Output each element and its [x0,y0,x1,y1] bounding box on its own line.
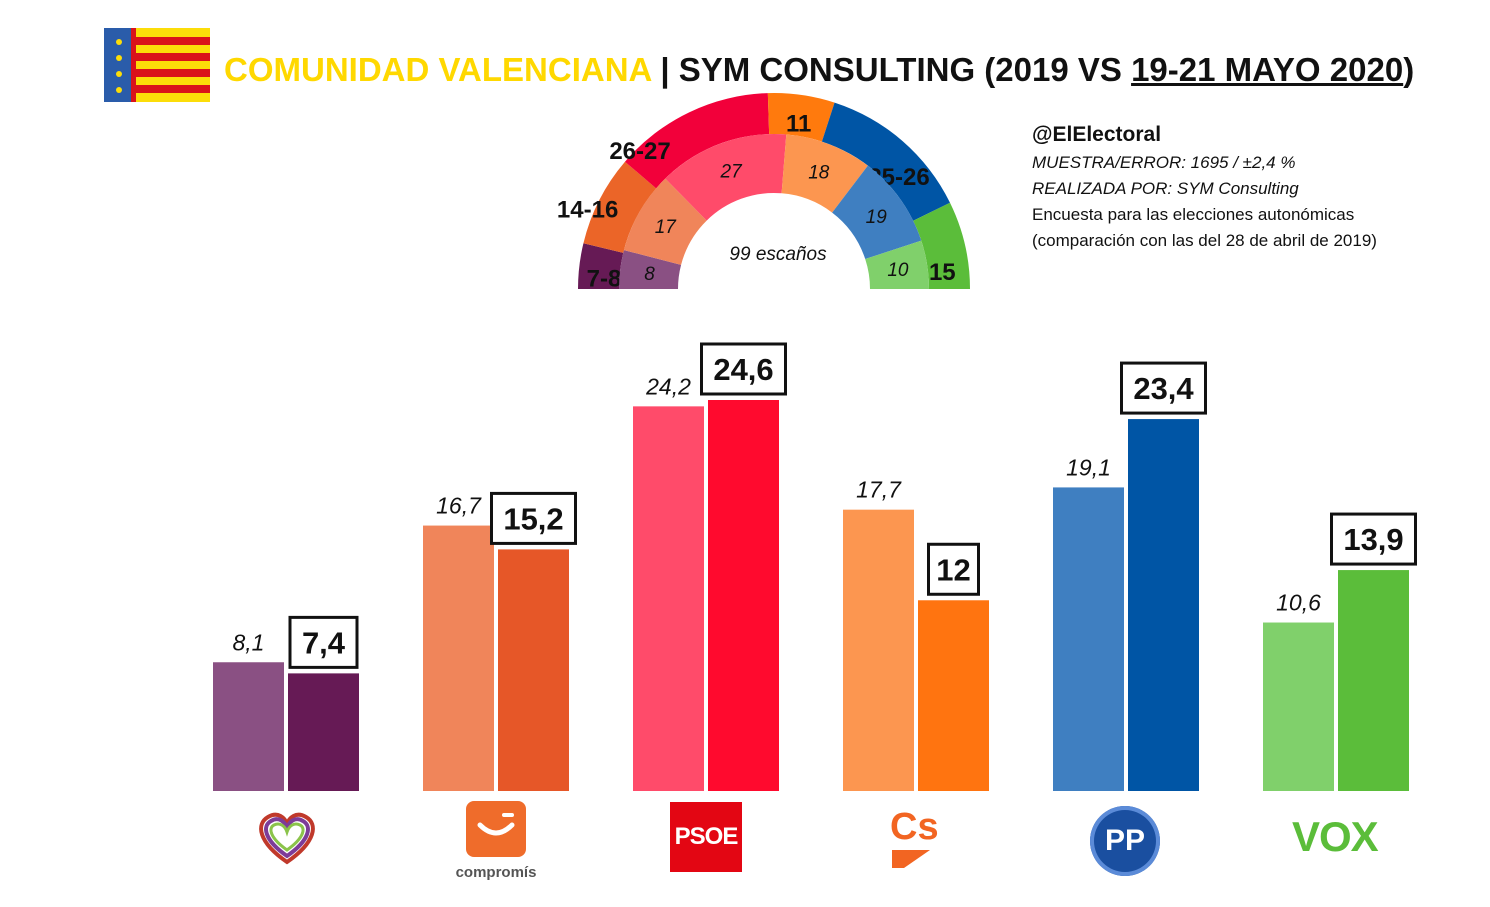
survey-info: @ElElectoral MUESTRA/ERROR: 1695 / ±2,4 … [1032,120,1377,254]
compromis-smile-icon [466,801,526,857]
bar-label-2020-cs: 12 [936,552,970,587]
psoe-logo: PSOE [670,802,742,872]
title-date: 19-21 MAYO 2020 [1131,51,1404,88]
bar-label-2020-vox: 13,9 [1343,522,1403,557]
title-region: COMUNIDAD VALENCIANA [224,51,652,88]
hemicycle-2020-label-cs: 11 [786,111,811,138]
hemicycle-2019-slice-podemos [619,250,682,289]
hemicycle-2020-label-compromís: 14-16 [557,197,618,224]
hemicycle-2020-slice-cs [767,93,835,142]
hemicycle-2019-slice-pp [832,165,922,260]
title-separator: | [651,51,679,88]
bar-2020-vox [1338,570,1409,791]
bar-label-2020-psoe: 24,6 [713,352,773,387]
bar-2020-psoe [708,400,779,791]
twitter-handle: @ElElectoral [1032,123,1162,146]
bar-2019-cs [843,509,914,791]
hemicycle-2020-label-podemos: 7-8 [587,265,622,292]
bar-2019-pp [1053,487,1124,791]
title-close: ) [1403,51,1415,88]
bar-label-2020-podemos: 7,4 [302,625,346,660]
bar-label-box-2020-cs [927,542,980,596]
bar-2019-psoe [633,406,704,791]
hemicycle-2019-label-cs: 18 [808,162,830,183]
hemicycle-2020-slice-pp [821,102,951,221]
vox-logo: VOX [1292,813,1379,860]
hemicycle-2019-slice-compromís [623,178,707,265]
page-title: COMUNIDAD VALENCIANA | SYM CONSULTING (2… [224,50,1414,90]
survey-comparison: (comparación con las del 28 de abril de … [1032,231,1377,250]
hemicycle-2019-label-compromís: 17 [655,217,678,238]
hemicycle-2020-slice-compromís [583,161,657,253]
bar-label-box-2020-psoe [700,342,787,396]
hemicycle-2020-slice-psoe [624,93,770,189]
bar-label-box-2020-comproms [490,491,577,545]
compromis-logo: compromís [446,801,546,881]
bar-2020-podemos [288,673,359,791]
bar-label-2019-podemos: 8,1 [233,629,265,655]
survey-description: Encuesta para las elecciones autonómicas [1032,205,1355,224]
hemicycle-2020-slice-vox [913,202,970,289]
hemicycle-2019-label-psoe: 27 [720,162,744,183]
compromis-label: compromís [455,864,537,881]
cs-label: Cs [890,806,939,848]
bar-2020-comproms [498,549,569,791]
bar-label-2020-pp: 23,4 [1133,371,1194,406]
bar-2019-vox [1263,622,1334,791]
hemicycle-2020-slice-podemos [578,243,624,289]
hemicycle-2019-slice-psoe [665,133,787,221]
flag-icon [104,28,210,102]
pp-logo: PP [1090,806,1160,876]
bar-label-box-2020-podemos [288,615,359,669]
hemicycle-2019-label-vox: 10 [887,260,909,281]
bar-label-2019-cs: 17,7 [856,477,902,503]
bar-2019-comproms [423,525,494,791]
bar-label-2019-vox: 10,6 [1276,590,1321,616]
hemicycle-center-label: 99 escaños [729,244,827,265]
bar-label-2019-comproms: 16,7 [436,493,482,519]
podemos-heart-icon [259,812,315,865]
pollster: REALIZADA POR: SYM Consulting [1032,179,1299,198]
bar-2019-podemos [213,662,284,791]
bar-label-2019-psoe: 24,2 [645,373,691,399]
bar-label-2020-comproms: 15,2 [503,501,563,536]
sample-error: MUESTRA/ERROR: 1695 / ±2,4 % [1032,153,1296,172]
bar-label-2019-pp: 19,1 [1066,454,1111,480]
title-main: SYM CONSULTING (2019 VS [678,51,1132,88]
bar-label-box-2020-pp [1120,361,1207,415]
hemicycle-2019-label-podemos: 8 [644,264,655,285]
hemicycle-2019-slice-cs [781,134,868,213]
bar-2020-pp [1128,419,1199,791]
bar-2020-cs [918,600,989,791]
cs-arrow-icon [892,850,930,868]
hemicycle-2019-slice-vox [865,240,929,289]
bar-label-box-2020-vox [1330,512,1417,566]
cs-logo: Cs [890,806,960,872]
hemicycle-2020-label-psoe: 26-27 [609,138,670,165]
hemicycle-2019-label-pp: 19 [866,207,888,228]
